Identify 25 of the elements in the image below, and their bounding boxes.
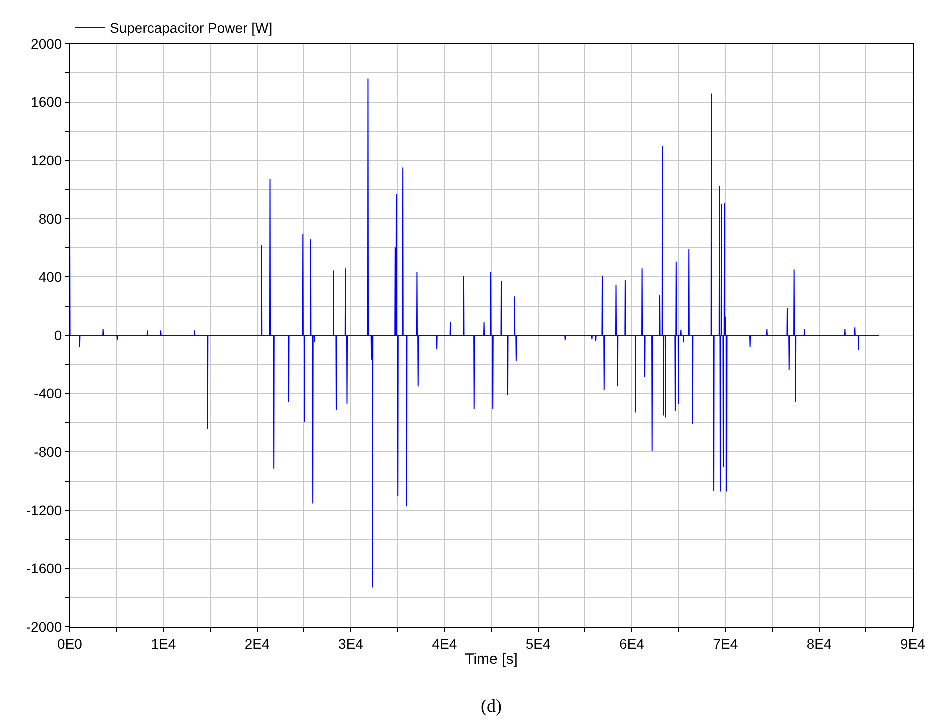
x-tick-label: 3E4	[338, 636, 364, 652]
y-tick-label: 1200	[31, 152, 62, 168]
text: (d)	[481, 696, 502, 716]
x-tick-label: 4E4	[432, 636, 458, 652]
y-tick-label: 0	[54, 327, 62, 344]
x-tick-label: 5E4	[526, 636, 551, 652]
x-tick-label: 9E4	[900, 636, 926, 652]
x-tick-label: 1E4	[151, 636, 176, 652]
y-tick-label: 2000	[31, 36, 62, 52]
legend-label: Supercapacitor Power [W]	[110, 20, 273, 36]
y-tick-label: 400	[38, 269, 62, 286]
y-tick-label: -800	[34, 444, 62, 460]
y-tick-label: -1600	[26, 560, 62, 577]
x-tick-label: 8E4	[806, 636, 832, 652]
x-tick-label: 6E4	[620, 636, 645, 652]
line-series	[70, 78, 880, 588]
y-tick-label: -400	[34, 386, 62, 402]
y-tick-label: 800	[38, 210, 62, 227]
y-tick-label: -2000	[26, 618, 62, 635]
x-tick-label: 0E0	[58, 636, 83, 652]
x-axis-title: Time [s]	[465, 650, 518, 668]
x-tick-label: 7E4	[713, 636, 738, 652]
x-tick-label: 2E4	[244, 636, 270, 652]
y-tick-label: 1600	[31, 94, 62, 110]
y-tick-label: -1200	[26, 502, 62, 518]
